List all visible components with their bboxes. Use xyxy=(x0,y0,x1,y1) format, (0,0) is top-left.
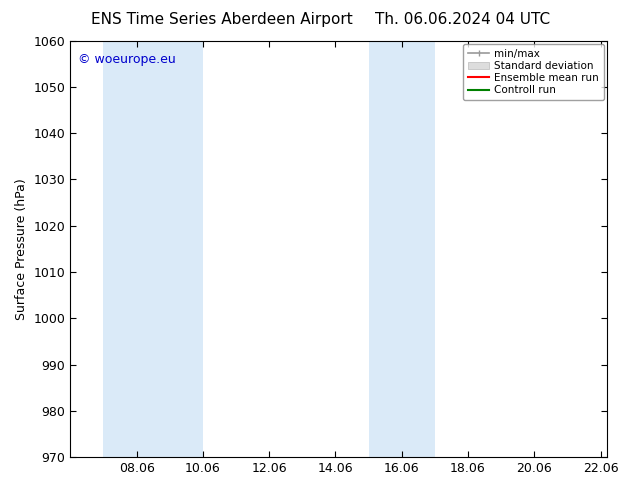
Text: Th. 06.06.2024 04 UTC: Th. 06.06.2024 04 UTC xyxy=(375,12,550,27)
Y-axis label: Surface Pressure (hPa): Surface Pressure (hPa) xyxy=(15,178,28,320)
Bar xyxy=(368,41,435,457)
Text: ENS Time Series Aberdeen Airport: ENS Time Series Aberdeen Airport xyxy=(91,12,353,27)
Legend: min/max, Standard deviation, Ensemble mean run, Controll run: min/max, Standard deviation, Ensemble me… xyxy=(463,44,604,100)
Text: © woeurope.eu: © woeurope.eu xyxy=(79,53,176,66)
Bar xyxy=(103,41,203,457)
